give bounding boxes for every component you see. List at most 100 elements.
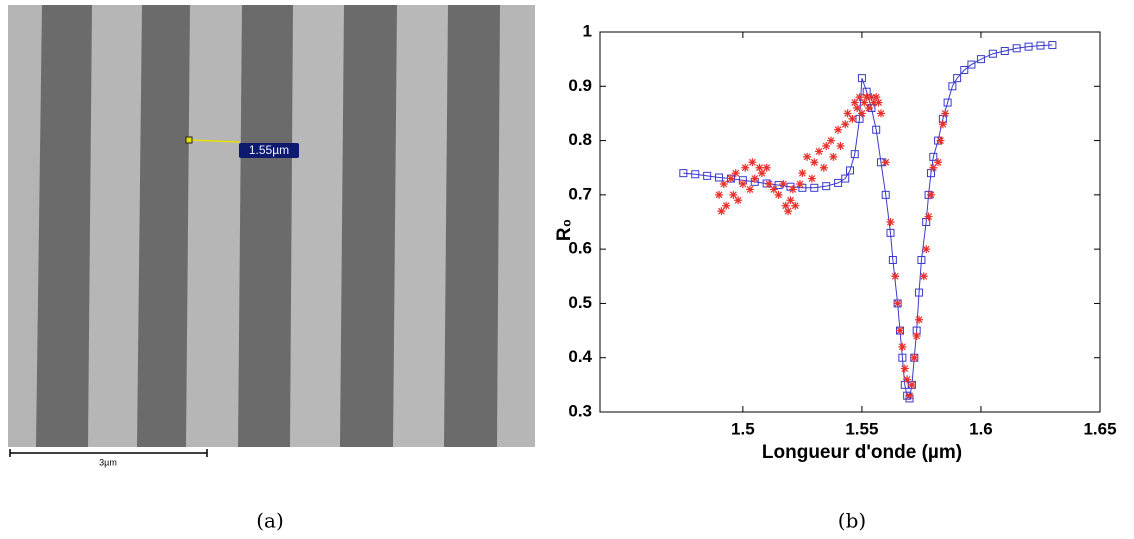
asterisk-marker <box>929 163 938 172</box>
asterisk-marker <box>898 342 907 351</box>
asterisk-marker <box>876 109 885 118</box>
asterisk-marker <box>741 163 750 172</box>
square-marker <box>929 152 938 161</box>
asterisk-marker <box>791 201 800 210</box>
asterisk-marker <box>919 272 928 281</box>
sem-background <box>8 5 535 447</box>
asterisk-marker <box>726 174 735 183</box>
asterisk-marker <box>900 364 909 373</box>
measure-box <box>239 143 299 158</box>
asterisk-marker <box>769 185 778 194</box>
asterisk-marker <box>915 315 924 324</box>
square-marker <box>917 256 926 264</box>
square-marker <box>943 98 952 107</box>
y-tick-label: 0.9 <box>568 76 592 95</box>
asterisk-marker <box>829 152 838 161</box>
asterisk-marker <box>807 174 816 183</box>
asterisk-marker <box>836 142 845 150</box>
asterisk-marker <box>784 207 793 216</box>
asterisk-marker <box>926 190 935 199</box>
y-tick-label: 0.5 <box>568 293 592 312</box>
asterisk-marker <box>886 218 895 226</box>
asterisk-marker <box>938 120 947 129</box>
plot-frame <box>599 31 1101 413</box>
asterisk-marker <box>786 196 795 205</box>
asterisk-marker <box>848 114 857 123</box>
asterisk-marker <box>843 109 852 118</box>
asterisk-marker <box>853 104 862 112</box>
asterisk-marker <box>779 180 788 188</box>
asterisk-marker <box>729 190 738 199</box>
asterisk-marker <box>893 299 902 308</box>
square-marker <box>691 170 700 179</box>
asterisk-marker <box>841 120 850 129</box>
asterisk-marker <box>924 212 933 221</box>
asterisk-marker <box>936 136 945 145</box>
measure-point <box>185 136 193 144</box>
sem-stripe <box>290 5 344 447</box>
asterisk-marker <box>746 185 754 194</box>
square-marker <box>1048 41 1057 50</box>
scale-bar: 3µm <box>9 449 208 467</box>
asterisk-marker <box>891 272 900 281</box>
asterisk-marker <box>757 169 766 178</box>
square-marker <box>822 182 831 191</box>
y-axis-title: R₀ <box>554 219 575 241</box>
asterisk-marker <box>865 104 874 112</box>
square-marker <box>841 174 850 183</box>
asterisk-marker <box>869 98 878 107</box>
y-tick-label: 1 <box>583 21 592 40</box>
scale-label: 3µm <box>99 457 117 467</box>
x-tick-label: 1.65 <box>1083 419 1116 438</box>
asterisk-marker <box>762 163 771 172</box>
asterisk-marker <box>798 169 807 178</box>
square-marker <box>898 353 907 362</box>
asterisk-marker <box>774 190 783 199</box>
x-axis-title: Longueur d'onde (µm) <box>762 442 962 463</box>
chart: Longueur d'onde (µm) R₀ 1.5 1.55 1.6 1.65 0.… <box>554 21 1117 463</box>
square-marker <box>886 228 895 237</box>
square-marker <box>703 171 712 180</box>
square-marker <box>715 173 724 182</box>
asterisk-marker <box>905 391 914 400</box>
sem-stripe <box>497 5 535 447</box>
asterisk-marker <box>719 180 728 188</box>
caption: (a) <box>256 509 284 533</box>
asterisk-marker <box>881 158 890 167</box>
x-tick-label: 1.6 <box>969 419 993 438</box>
asterisk-marker <box>765 180 774 188</box>
square-marker <box>786 182 795 191</box>
square-marker <box>1036 41 1045 50</box>
asterisk-marker <box>862 93 871 102</box>
asterisk-marker <box>750 174 759 183</box>
asterisk-marker <box>822 142 831 150</box>
square-marker <box>976 55 985 64</box>
square-marker <box>679 169 688 178</box>
sem-stripe <box>88 5 142 447</box>
y-tick-label: 0.3 <box>568 401 592 420</box>
square-marker <box>834 178 843 187</box>
measure-label: 1.55µm <box>249 143 289 157</box>
x-tick-label: 1.55 <box>845 419 878 438</box>
asterisk-marker <box>855 93 864 102</box>
square-marker <box>850 150 859 159</box>
asterisk-marker <box>907 380 916 389</box>
y-tick-label: 0.7 <box>568 184 592 203</box>
square-marker <box>967 60 976 69</box>
asterisk-marker <box>734 196 743 205</box>
sem-stripe <box>8 5 42 447</box>
asterisk-marker <box>796 180 804 188</box>
asterisk-marker <box>715 190 724 199</box>
square-marker <box>810 183 819 192</box>
asterisk-marker <box>815 147 824 156</box>
asterisk-marker <box>896 326 904 335</box>
square-marker <box>872 125 881 134</box>
asterisk-marker <box>857 109 866 118</box>
asterisk-marker <box>748 158 757 167</box>
asterisk-marker <box>934 158 943 167</box>
square-marker <box>988 49 997 58</box>
square-marker <box>846 166 854 175</box>
y-tick-label: 0.4 <box>568 347 592 366</box>
